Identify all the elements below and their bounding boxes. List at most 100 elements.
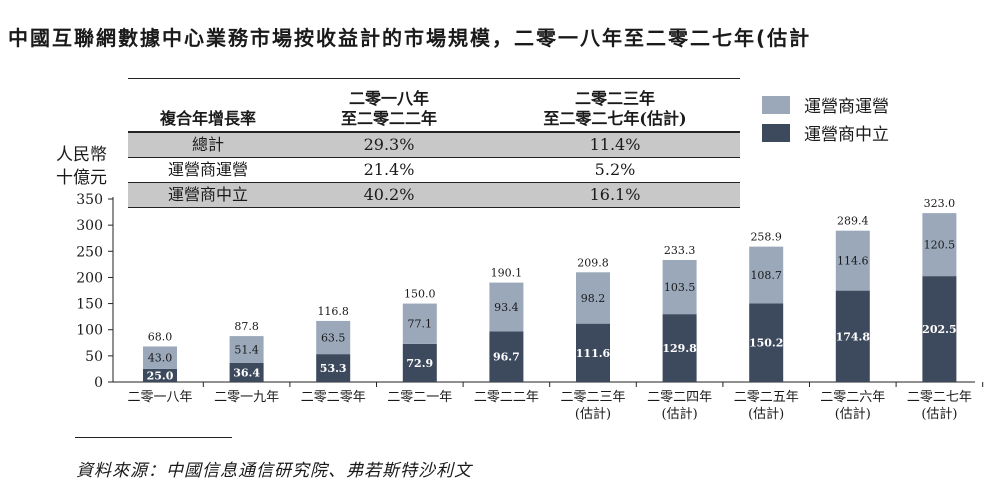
bar-segment-carrier-neutral (229, 362, 264, 382)
legend-item-carrier-neutral: 運營商中立 (762, 120, 889, 145)
cagr-row-carrier-operated: 運營商運營 21.4% 5.2% (128, 158, 740, 183)
x-tick-label: (估計) (575, 406, 611, 422)
x-tick-label: (估計) (921, 406, 957, 422)
x-tick-label: (估計) (835, 406, 871, 422)
data-label-carrier-operated: 120.5 (924, 239, 956, 252)
cagr-row-value: 21.4% (363, 160, 415, 179)
data-label-total: 258.9 (750, 231, 782, 244)
y-axis-unit-line1: 人民幣 (56, 145, 107, 165)
legend-swatch-carrier-operated (762, 95, 790, 114)
data-label-carrier-operated: 98.2 (581, 292, 606, 305)
data-label-total: 190.1 (491, 267, 523, 280)
bar-segment-carrier-operated (143, 346, 177, 369)
y-tick-label: 200 (76, 270, 103, 286)
bar-segment-carrier-neutral (749, 303, 784, 382)
cagr-header-col2-line2: 至二零二七年(估計) (543, 109, 687, 128)
cagr-row-value: 11.4% (490, 132, 740, 158)
source-note: 資料來源：中國信息通信研究院、弗若斯特沙利文 (76, 461, 472, 481)
cagr-row-label: 運營商運營 (167, 160, 248, 179)
x-tick-label: 二零一九年 (214, 390, 279, 405)
x-tick-label: 二零二零年 (301, 390, 366, 405)
data-label-carrier-operated: 108.7 (750, 269, 782, 282)
data-label-carrier-neutral: 150.2 (749, 337, 783, 350)
data-label-carrier-operated: 51.4 (234, 344, 259, 357)
cagr-header-col1: 二零一八年 至二零二二年 (288, 79, 490, 133)
x-tick-label: (估計) (662, 406, 698, 422)
legend-label: 運營商中立 (804, 125, 889, 145)
legend-label: 運營商運營 (804, 97, 889, 117)
cagr-header-label: 複合年增長率 (159, 109, 256, 128)
data-label-carrier-neutral: 174.8 (836, 330, 871, 343)
y-tick-label: 150 (76, 297, 103, 313)
y-tick-label: 250 (76, 244, 103, 260)
bar-segment-carrier-operated (489, 282, 524, 332)
cagr-row-value: 5.2% (594, 160, 636, 179)
legend-swatch-carrier-neutral (762, 123, 790, 142)
bar-segment-carrier-operated (662, 260, 697, 315)
bar-segment-carrier-operated (402, 303, 437, 344)
bar-segment-carrier-operated (229, 336, 264, 363)
x-tick-label: 二零二三年 (560, 390, 625, 405)
data-label-carrier-operated: 63.5 (321, 332, 346, 345)
bar-segment-carrier-neutral (662, 314, 697, 382)
cagr-header-row: 複合年增長率 二零一八年 至二零二二年 二零二三年 至二零二七年(估計) (128, 78, 740, 133)
bar-segment-carrier-operated (835, 230, 870, 291)
data-label-total: 87.8 (234, 320, 259, 333)
data-label-carrier-neutral: 111.6 (576, 347, 611, 360)
cagr-table: 複合年增長率 二零一八年 至二零二二年 二零二三年 至二零二七年(估計) 總計 … (128, 78, 740, 208)
data-label-carrier-operated: 114.6 (837, 255, 869, 268)
y-tick-label: 300 (76, 218, 103, 234)
y-tick-label: 100 (76, 323, 103, 339)
cagr-row-label: 總計 (128, 132, 288, 158)
cagr-row-value: 16.1% (490, 182, 740, 208)
legend-item-carrier-operated: 運營商運營 (762, 92, 889, 117)
bar-segment-carrier-neutral (489, 331, 524, 382)
bar-segment-carrier-operated (749, 246, 784, 304)
bar-segment-carrier-neutral (922, 276, 957, 382)
data-label-carrier-neutral: 53.3 (320, 362, 347, 375)
data-label-carrier-neutral: 72.9 (406, 357, 433, 370)
data-label-carrier-operated: 43.0 (148, 352, 173, 365)
cagr-row-label: 運營商中立 (128, 182, 288, 208)
x-tick-label: (估計) (748, 406, 784, 422)
cagr-header-col1-line2: 至二零二二年 (340, 109, 437, 128)
data-label-carrier-neutral: 202.5 (922, 323, 956, 336)
cagr-header-col1-line1: 二零一八年 (348, 89, 429, 108)
y-tick-label: 0 (94, 375, 103, 391)
bar-segment-carrier-operated (316, 320, 351, 355)
data-label-total: 323.0 (924, 197, 956, 210)
data-label-carrier-neutral: 96.7 (493, 351, 520, 364)
chart-title: 中國互聯網數據中心業務市場按收益計的市場規模，二零一八年至二零二七年(估計 (8, 26, 812, 50)
bar-segment-carrier-operated (922, 213, 957, 277)
data-label-carrier-operated: 77.1 (408, 318, 433, 331)
x-tick-label: 二零二七年 (907, 390, 972, 405)
cagr-row-carrier-neutral: 運營商中立 40.2% 16.1% (128, 182, 740, 208)
y-tick-label: 50 (85, 349, 103, 365)
data-label-carrier-operated: 93.4 (494, 301, 519, 314)
data-label-carrier-neutral: 25.0 (147, 369, 174, 382)
y-tick-label: 350 (76, 192, 103, 208)
cagr-row-value: 40.2% (288, 182, 490, 208)
data-label-carrier-neutral: 129.8 (662, 342, 697, 355)
bar-segment-carrier-neutral (402, 343, 437, 382)
bar-segment-carrier-neutral (576, 323, 610, 382)
data-label-total: 209.8 (577, 256, 609, 269)
source-divider (75, 437, 232, 438)
y-axis-unit-line2: 十億元 (56, 168, 107, 188)
bar-segment-carrier-neutral (316, 354, 351, 382)
cagr-row-value: 29.3% (288, 132, 490, 158)
cagr-header-col2: 二零二三年 至二零二七年(估計) (490, 79, 740, 133)
x-tick-label: 二零一八年 (127, 390, 192, 405)
x-tick-label: 二零二一年 (387, 390, 452, 405)
data-label-total: 116.8 (317, 305, 349, 318)
bar-segment-carrier-neutral (143, 368, 177, 382)
data-label-total: 289.4 (837, 215, 869, 228)
data-label-carrier-operated: 103.5 (664, 281, 696, 294)
data-label-total: 150.0 (404, 288, 436, 301)
cagr-header-col2-line1: 二零二三年 (574, 89, 655, 108)
bar-segment-carrier-operated (576, 272, 610, 324)
x-tick-label: 二零二二年 (474, 390, 539, 405)
data-label-total: 68.0 (148, 330, 173, 343)
x-tick-label: 二零二五年 (734, 390, 799, 405)
